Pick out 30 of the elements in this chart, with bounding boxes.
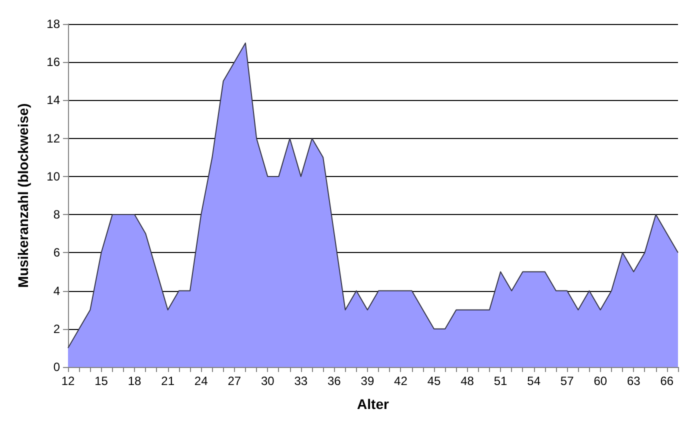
x-tick-label: 39 bbox=[360, 374, 374, 388]
y-tick-label: 14 bbox=[46, 93, 60, 108]
x-tick-label: 54 bbox=[527, 374, 541, 388]
x-tick-label: 51 bbox=[494, 374, 508, 388]
x-tick-label: 57 bbox=[560, 374, 574, 388]
y-tick-label: 6 bbox=[53, 246, 60, 260]
y-tick-label: 0 bbox=[53, 360, 60, 374]
x-tick-label: 63 bbox=[626, 374, 641, 388]
x-tick-label: 66 bbox=[660, 374, 674, 388]
x-tick-label: 15 bbox=[94, 374, 108, 388]
x-tick-label: 27 bbox=[228, 374, 242, 388]
y-tick-label: 4 bbox=[53, 284, 60, 298]
x-tick-label: 42 bbox=[394, 374, 408, 388]
x-axis-title: Alter bbox=[357, 396, 390, 412]
y-tick-label: 8 bbox=[53, 208, 60, 222]
y-tick-label: 2 bbox=[53, 322, 60, 336]
x-tick-label: 33 bbox=[294, 374, 308, 388]
x-tick-label: 36 bbox=[328, 374, 342, 388]
x-tick-label: 18 bbox=[128, 374, 142, 388]
x-tick-label: 48 bbox=[460, 374, 474, 388]
x-tick-label: 60 bbox=[594, 374, 608, 388]
x-tick-label: 24 bbox=[194, 374, 208, 388]
y-tick-label: 12 bbox=[46, 131, 60, 146]
y-axis-title: Musikeranzahl (blockweise) bbox=[15, 103, 31, 288]
x-tick-label: 21 bbox=[161, 374, 175, 388]
x-tick-label: 30 bbox=[260, 374, 275, 388]
y-tick-label: 18 bbox=[46, 17, 60, 31]
y-tick-label: 16 bbox=[46, 55, 60, 70]
x-tick-label: 45 bbox=[427, 374, 441, 388]
y-tick-label: 10 bbox=[46, 169, 60, 184]
